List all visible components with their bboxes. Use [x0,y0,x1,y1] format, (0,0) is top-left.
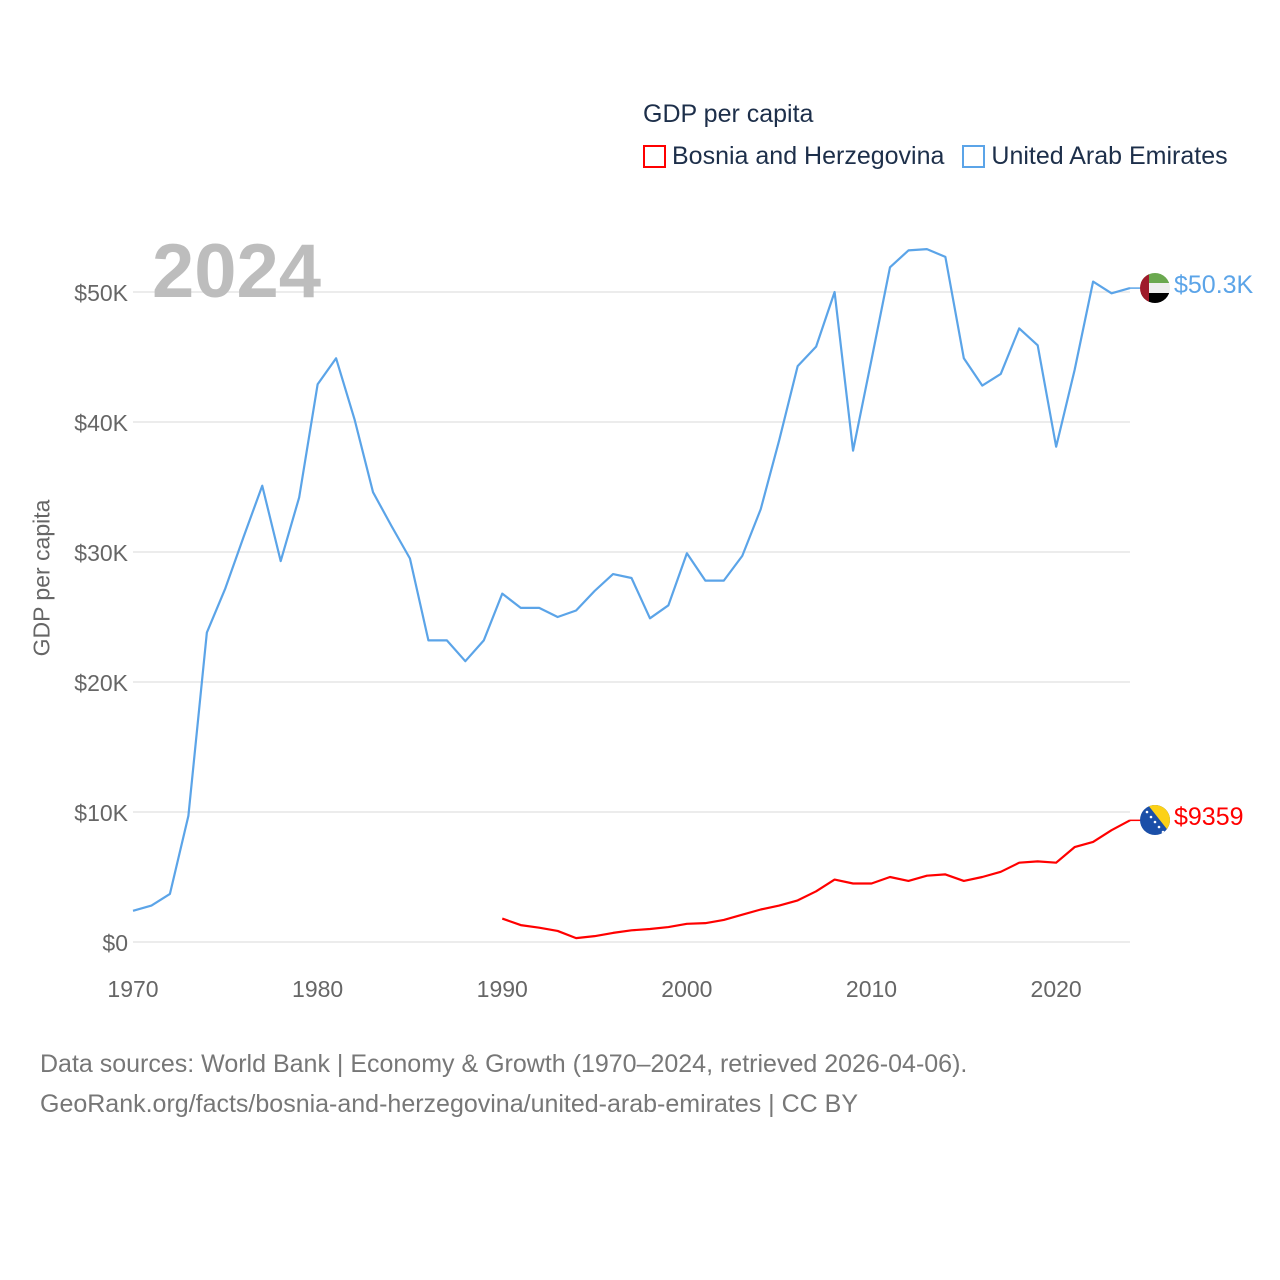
x-tick-label: 1980 [292,976,343,1002]
y-tick-label: $0 [102,930,128,956]
y-tick-label: $40K [74,410,128,436]
legend-item-bosnia[interactable]: Bosnia and Herzegovina [643,142,944,171]
legend-swatch [962,145,986,168]
y-tick-label: $50K [74,280,128,306]
legend-title: GDP per capita [643,100,814,128]
x-tick-label: 2020 [1031,976,1082,1002]
legend-label: Bosnia and Herzegovina [672,142,945,170]
x-tick-label: 2000 [661,976,712,1002]
legend: Bosnia and Herzegovina United Arab Emira… [643,142,1228,171]
legend-swatch [643,145,666,168]
series-line-united-arab-emirates[interactable] [132,248,1131,912]
y-tick-label: $10K [74,800,128,826]
bosnia-flag-icon [1140,805,1170,835]
y-tick-label: $30K [74,540,128,566]
y-tick-label: $20K [74,670,128,696]
x-tick-label: 1970 [107,976,158,1002]
source-url-text[interactable]: GeoRank.org/facts/bosnia-and-herzegovina… [40,1090,859,1118]
uae-flag-icon [1140,273,1170,303]
legend-label: United Arab Emirates [991,142,1228,170]
y-axis-label: GDP per capita [28,499,55,657]
data-source-text: Data sources: World Bank | Economy & Gro… [40,1050,968,1078]
footer: Data sources: World Bank | Economy & Gro… [40,1044,967,1124]
bosnia-end-label: $9359 [1174,803,1244,831]
x-tick-label: 1990 [477,976,528,1002]
uae-end-label: $50.3K [1174,271,1254,299]
legend-item-uae[interactable]: United Arab Emirates [962,142,1228,171]
current-year-label: 2024 [152,229,322,314]
x-tick-label: 2010 [846,976,897,1002]
series-line-bosnia-and-herzegovina[interactable] [501,819,1131,940]
